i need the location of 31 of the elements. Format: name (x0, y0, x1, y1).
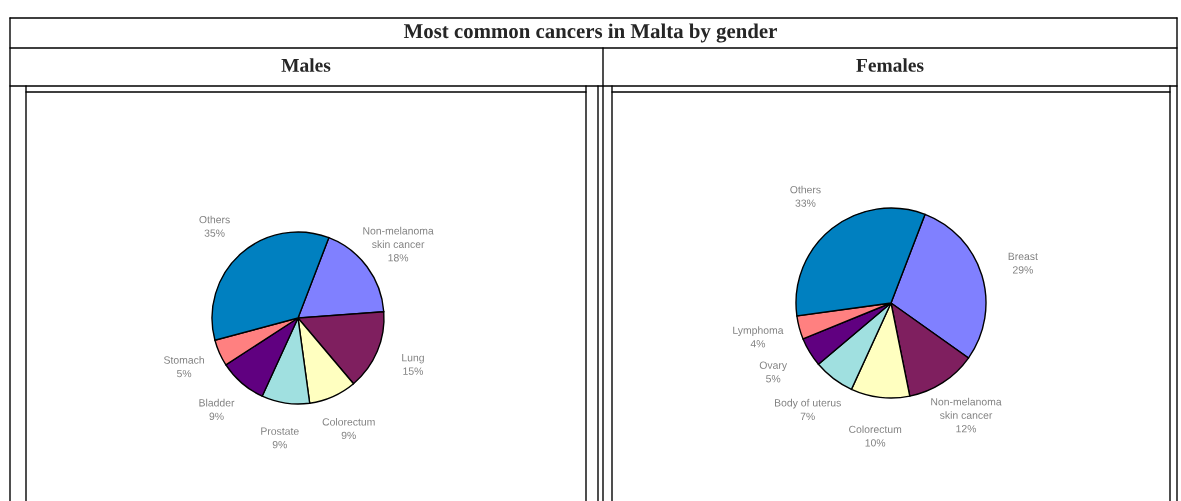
data-label: 15% (403, 367, 424, 375)
slice-label: Stomach (164, 356, 204, 364)
chart-subtitle: Females (856, 58, 924, 72)
data-label: 4% (750, 340, 766, 348)
data-label: 9% (209, 412, 224, 420)
data-label: 29% (1012, 266, 1033, 274)
slice-label: Non-melanoma skin cancer (931, 397, 1002, 419)
slice-label: Bladder (199, 398, 235, 407)
data-label: 5% (176, 369, 192, 378)
slice-label: Ovary (759, 361, 788, 371)
slice-label: Breast (1008, 252, 1038, 261)
data-label: 35% (204, 229, 225, 237)
data-label: 9% (272, 440, 287, 449)
slice-label: Lung (402, 354, 424, 364)
data-label: 7% (800, 412, 815, 420)
slice-label: Prostate (261, 427, 299, 435)
data-label: 33% (795, 199, 816, 207)
chart-subtitle: Males (281, 58, 331, 72)
data-label: 18% (388, 254, 409, 262)
slice-label: Colorectum (322, 417, 375, 426)
slice-label: Colorectum (849, 425, 902, 434)
slice-label: Non-melanoma skin cancer (363, 226, 434, 248)
data-label: 12% (956, 425, 977, 433)
data-label: 10% (865, 439, 886, 447)
slice-label: Lymphoma (733, 326, 784, 337)
text: Most common cancers in Malta by gender (403, 23, 777, 43)
data-label: 5% (766, 375, 781, 383)
slice-label: Others (790, 185, 821, 194)
slice-label: Body of uterus (774, 398, 841, 409)
slice-label: Others (199, 215, 230, 224)
data-label: 9% (341, 431, 356, 440)
